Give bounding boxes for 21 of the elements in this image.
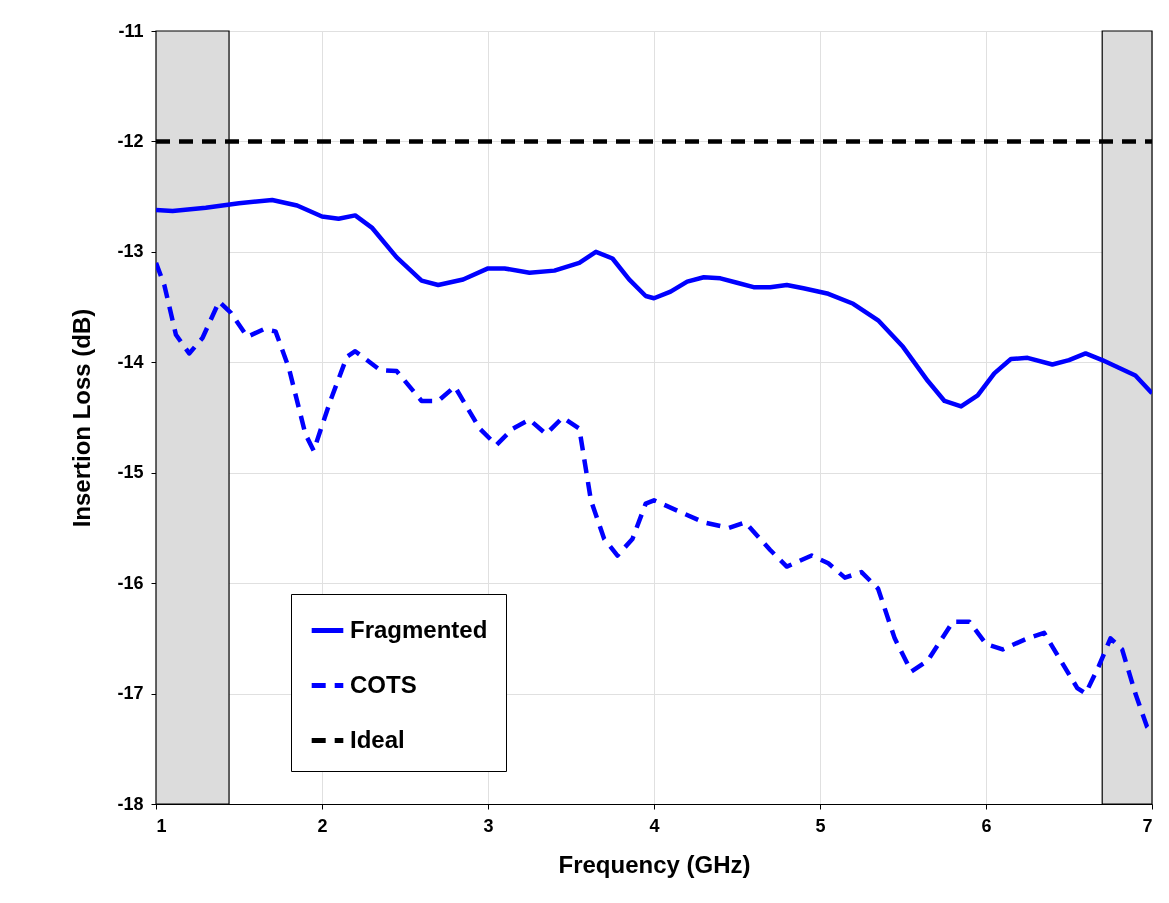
x-tick-label: 3: [483, 815, 494, 836]
legend-label: Ideal: [350, 725, 405, 753]
y-tick-label: -13: [117, 241, 144, 262]
y-tick-label: -11: [118, 20, 144, 41]
y-tick-label: -16: [117, 572, 144, 593]
line-series: [156, 197, 1152, 409]
x-tick-label: 4: [649, 815, 660, 836]
y-tick-label: -15: [117, 462, 144, 483]
x-tick-label: 1: [156, 815, 167, 836]
x-tick-label: 6: [981, 815, 992, 836]
x-tick-label: 2: [317, 815, 328, 836]
y-axis-title: Insertion Loss (dB): [68, 308, 96, 528]
legend-label: Fragmented: [350, 615, 488, 643]
x-axis-title: Frequency (GHz): [558, 850, 751, 878]
y-tick-label: -18: [117, 793, 144, 814]
y-tick-label: -17: [117, 683, 144, 704]
x-tick-label: 7: [1142, 815, 1153, 836]
legend-label: COTS: [350, 670, 417, 698]
x-tick-label: 5: [815, 815, 826, 836]
y-tick-label: -12: [117, 130, 144, 151]
y-tick-label: -14: [117, 351, 144, 372]
